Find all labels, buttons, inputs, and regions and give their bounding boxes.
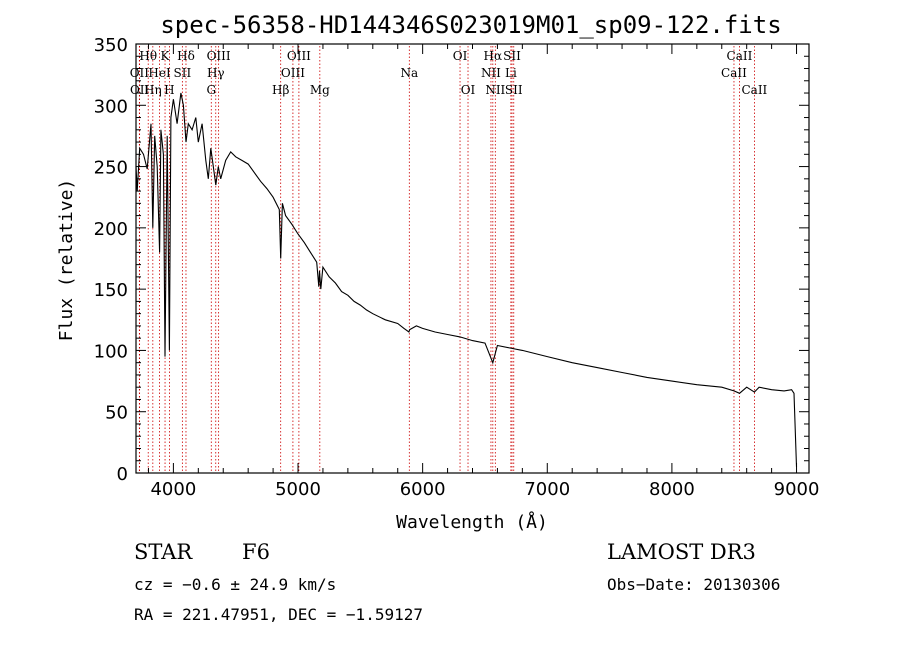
line-label-caii: CaII [741,83,767,97]
y-tick-label: 200 [94,219,128,240]
y-tick-label: 0 [117,464,128,485]
y-tick-label: 100 [94,341,128,362]
line-label-g: G [206,83,216,97]
line-label-hei: HeI [148,66,171,80]
y-tick-label: 300 [94,96,128,117]
line-label-oi: OI [453,49,468,63]
line-label-sii: SII [505,83,523,97]
line-label-nii: NII [485,83,505,97]
line-label-hα: Hα [484,49,503,63]
y-tick-label: 150 [94,280,128,301]
y-axis: 0 50 100 150 200 250 300 350 [94,35,809,485]
x-tick-label: 5000 [275,479,321,500]
line-label-mg: Mg [310,83,330,97]
line-label-hη: Hη [144,83,162,97]
redshift-text: cz = −0.6 ± 24.9 km/s [134,575,336,594]
line-label-caii: CaII [727,49,753,63]
spectral-line-markers [138,46,755,472]
x-tick-label: 9000 [774,479,820,500]
line-label-h: H [164,83,174,97]
x-axis-label: Wavelength (Å) [396,511,548,533]
y-tick-label: 50 [105,403,128,424]
line-label-li: Li [505,66,517,80]
line-label-hγ: Hγ [207,66,225,80]
object-class: STAR [134,540,193,564]
spectral-line-labels: HθOIIOIIHηHeIKHSIIHδGHγOIIIHβOIIIOIIIMgN… [130,49,768,97]
line-label-oi: OI [461,83,476,97]
line-label-hβ: Hβ [272,83,289,97]
object-subclass: F6 [242,540,270,564]
line-label-na: Na [400,66,418,80]
ra-dec: RA = 221.47951, DEC = −1.59127 [134,605,423,624]
line-label-oii: OII [130,66,150,80]
spectrum-series-line [135,92,798,467]
line-label-k: K [161,49,171,63]
survey-name: LAMOST DR3 [607,540,756,564]
obs-date: Obs−Date: 20130306 [607,575,780,594]
line-label-oiii: OIII [281,66,305,80]
line-label-caii: CaII [721,66,747,80]
x-tick-label: 6000 [400,479,446,500]
x-axis: 4000 5000 6000 7000 8000 9000 [147,44,820,500]
chart-title: spec-56358-HD144346S023019M01_sp09-122.f… [160,11,781,39]
line-label-sii: SII [503,49,521,63]
line-label-sii: SII [174,66,192,80]
line-label-oiii: OIII [207,49,231,63]
y-tick-label: 250 [94,158,128,179]
plot-frame [135,43,810,474]
y-tick-label: 350 [94,35,128,56]
line-label-oii: OII [130,83,150,97]
x-tick-label: 8000 [649,479,695,500]
x-tick-label: 7000 [524,479,570,500]
line-label-oiii: OIII [287,49,311,63]
line-label-nii: NII [481,66,501,80]
y-axis-label: Flux (relative) [56,179,77,342]
line-label-hθ: Hθ [139,49,157,63]
line-label-hδ: Hδ [177,49,195,63]
x-tick-label: 4000 [150,479,196,500]
